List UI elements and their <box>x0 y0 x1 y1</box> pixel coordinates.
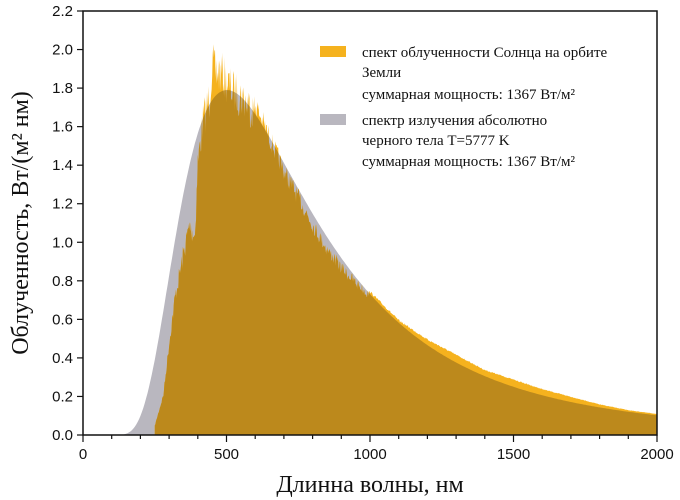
legend-swatch-blackbody <box>320 114 346 125</box>
x-tick-label: 1500 <box>497 446 530 463</box>
legend-swatch-solar <box>320 46 346 57</box>
overlap-area <box>154 90 657 435</box>
y-tick-label: 1.4 <box>52 157 73 174</box>
legend-blackbody-line1: спектр излучения абсолютно <box>362 113 547 129</box>
y-tick-label: 1.8 <box>52 80 73 97</box>
legend-solar-line3: суммарная мощность: 1367 Вт/м² <box>362 87 576 103</box>
x-tick-label: 0 <box>79 446 87 463</box>
legend-blackbody-line2: черного тела T=5777 K <box>362 133 510 149</box>
y-tick-label: 1.6 <box>52 119 73 136</box>
x-tick-label: 2000 <box>640 446 673 463</box>
x-tick-label: 500 <box>214 446 239 463</box>
y-tick-label: 0.2 <box>52 388 73 405</box>
y-tick-label: 1.0 <box>52 234 73 251</box>
legend: спект облученности Солнца на орбите Земл… <box>312 38 652 178</box>
legend-blackbody-line3: суммарная мощность: 1367 Вт/м² <box>362 154 576 170</box>
y-axis-label: Облученность, Вт/(м² нм) <box>8 91 34 355</box>
y-tick-label: 1.2 <box>52 196 73 213</box>
x-axis-label: Длинна волны, нм <box>276 472 463 498</box>
y-tick-label: 0.0 <box>52 427 73 444</box>
y-tick-label: 0.6 <box>52 311 73 328</box>
x-tick-label: 1000 <box>353 446 386 463</box>
y-tick-label: 2.2 <box>52 3 73 20</box>
legend-solar-line1: спект облученности Солнца на орбите <box>362 45 608 61</box>
legend-solar-line2: Земли <box>362 65 401 81</box>
y-tick-label: 0.4 <box>52 350 73 367</box>
y-tick-label: 0.8 <box>52 273 73 290</box>
y-tick-label: 2.0 <box>52 42 73 59</box>
